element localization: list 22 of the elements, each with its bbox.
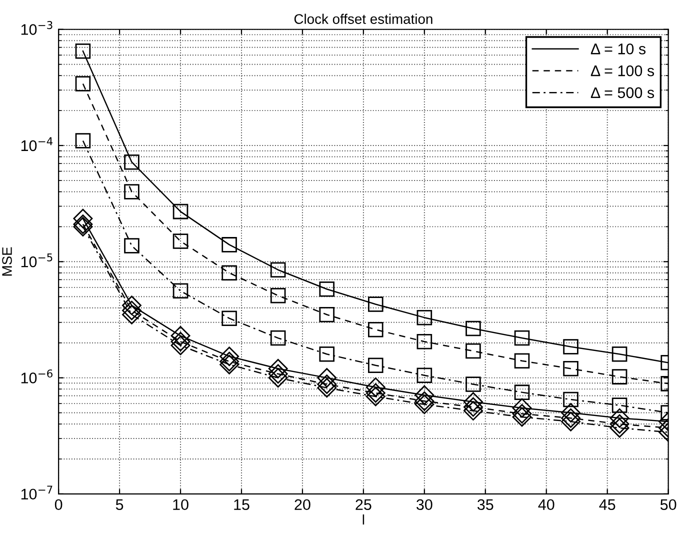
x-tick-label: 40 xyxy=(538,499,554,510)
legend-label: Δ = 10 s xyxy=(590,44,646,54)
x-tick-label: 0 xyxy=(54,499,62,510)
y-axis-title: MSE xyxy=(2,247,12,276)
x-tick-label: 25 xyxy=(356,499,372,510)
x-tick-label: 45 xyxy=(599,499,616,510)
y-tick-label: 10$^{−4}$ xyxy=(21,137,53,152)
x-axis-title: l xyxy=(362,514,364,525)
x-tick-label: 5 xyxy=(116,499,124,510)
legend-label: Δ = 500 s xyxy=(590,87,654,98)
y-tick-label: 10$^{−5}$ xyxy=(21,253,52,268)
y-tick-label: 10$^{−7}$ xyxy=(21,486,52,500)
y-tick-label: 10$^{−3}$ xyxy=(21,21,52,35)
y-tick-label: 10$^{−6}$ xyxy=(21,369,52,384)
x-tick-label: 30 xyxy=(416,499,432,510)
chart-title: Clock offset estimation xyxy=(294,14,432,24)
legend-label: Δ = 100 s xyxy=(590,65,654,76)
x-tick-label: 15 xyxy=(234,499,250,510)
x-tick-label: 35 xyxy=(477,499,494,510)
x-tick-label: 10 xyxy=(173,499,188,510)
x-tick-label: 50 xyxy=(660,499,676,510)
x-tick-label: 20 xyxy=(294,499,310,510)
